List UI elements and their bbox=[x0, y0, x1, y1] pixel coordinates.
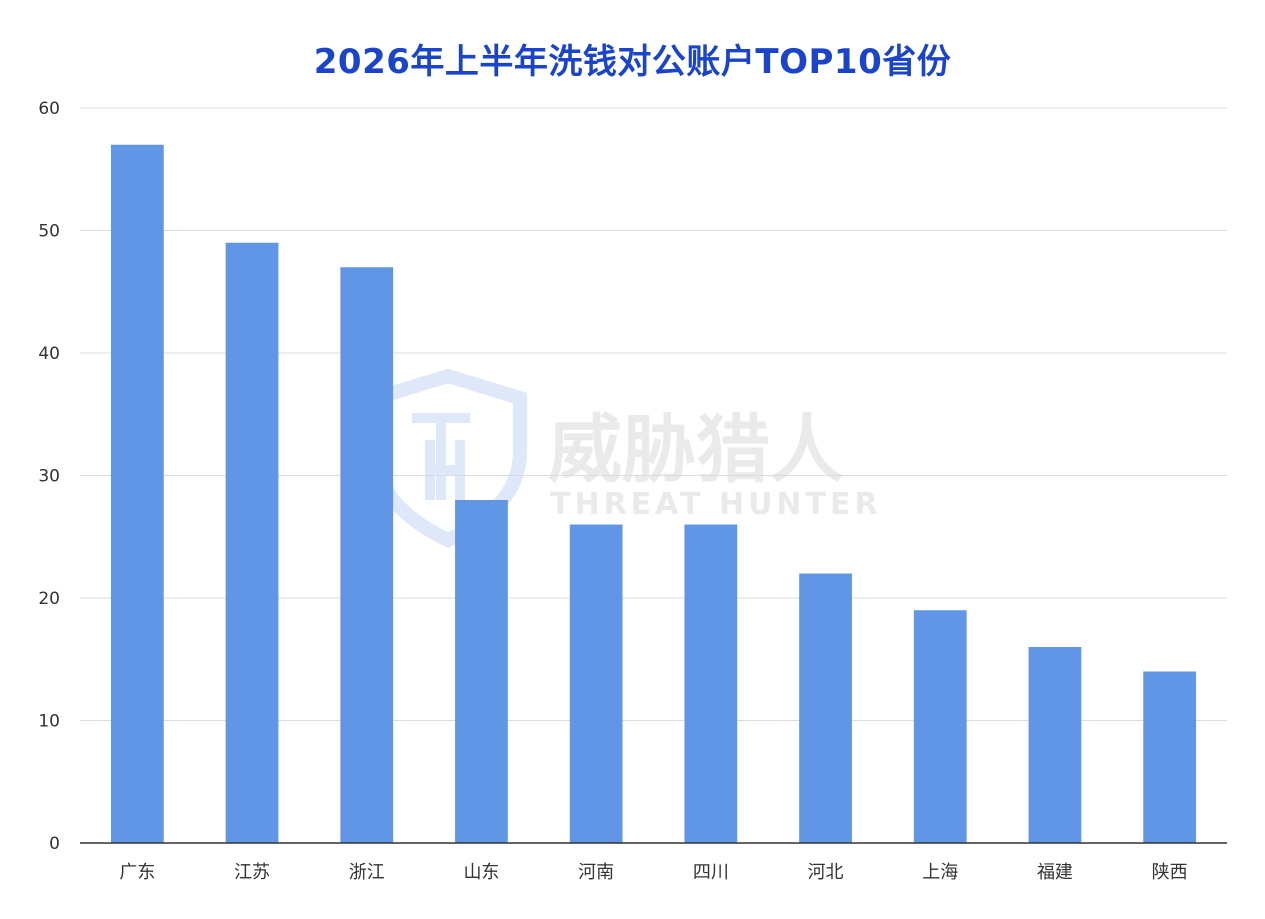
watermark-text-en: THREAT HUNTER bbox=[550, 487, 882, 522]
x-tick-label: 山东 bbox=[463, 862, 499, 883]
bar bbox=[913, 610, 967, 843]
watermark-text-cn: 威胁猎人 bbox=[548, 407, 844, 493]
bar bbox=[455, 500, 508, 843]
y-tick-label: 10 bbox=[38, 712, 60, 732]
bar bbox=[684, 524, 738, 843]
watermark: 威胁猎人 THREAT HUNTER bbox=[369, 368, 882, 548]
x-tick-label: 河北 bbox=[808, 862, 844, 883]
chart-title: 2026年上半年洗钱对公账户TOP10省份 bbox=[313, 42, 952, 82]
bar bbox=[1143, 671, 1197, 843]
y-tick-label: 30 bbox=[38, 467, 60, 487]
x-tick-label: 四川 bbox=[693, 862, 729, 883]
bars bbox=[110, 144, 1197, 843]
bar bbox=[225, 242, 279, 843]
y-axis-ticks: 0 10 20 30 40 50 60 bbox=[38, 99, 60, 854]
x-axis-labels: 广东 江苏 浙江 山东 河南 四川 河北 上海 福建 陕西 bbox=[119, 862, 1187, 883]
y-tick-label: 40 bbox=[38, 344, 60, 364]
y-tick-label: 50 bbox=[38, 222, 60, 242]
y-tick-label: 0 bbox=[49, 834, 60, 854]
x-tick-label: 浙江 bbox=[349, 862, 385, 883]
bar bbox=[569, 524, 623, 843]
x-tick-label: 陕西 bbox=[1152, 862, 1188, 883]
x-tick-label: 河南 bbox=[578, 862, 614, 883]
bar bbox=[1028, 647, 1082, 843]
x-tick-label: 上海 bbox=[922, 862, 958, 883]
bar bbox=[110, 144, 164, 843]
bar bbox=[799, 573, 852, 843]
shield-letters-icon bbox=[412, 413, 470, 500]
x-tick-label: 广东 bbox=[119, 862, 155, 883]
bar bbox=[340, 267, 394, 843]
x-tick-label: 福建 bbox=[1037, 862, 1073, 883]
y-tick-label: 60 bbox=[38, 99, 60, 119]
y-tick-label: 20 bbox=[38, 589, 60, 609]
x-tick-label: 江苏 bbox=[234, 862, 270, 883]
